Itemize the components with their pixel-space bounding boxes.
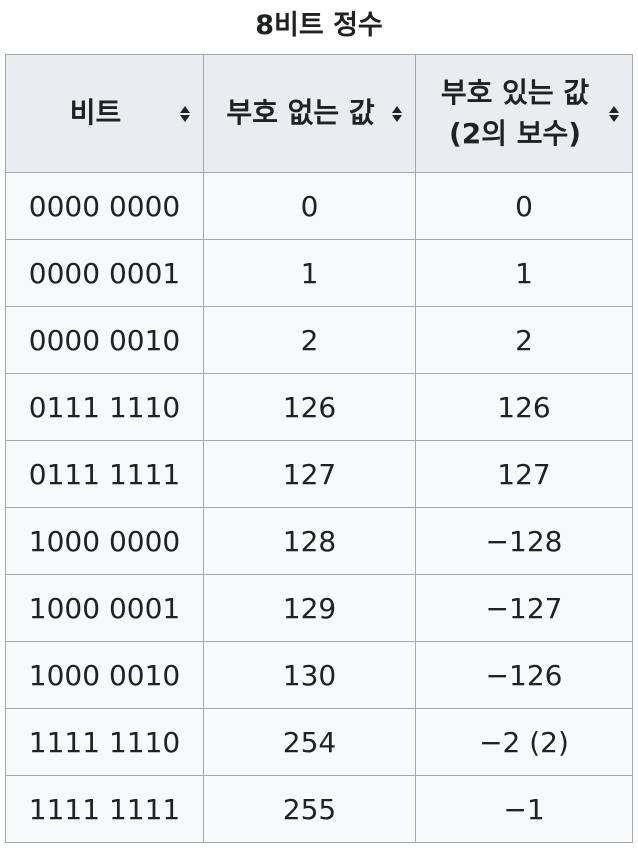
cell-bits: 1111 1111 bbox=[5, 775, 204, 843]
header-row: 비트 부호 없는 값 부호 있는 값 (2의 bbox=[5, 54, 633, 173]
cell-signed: −128 bbox=[415, 507, 633, 575]
cell-bits: 1111 1110 bbox=[5, 708, 204, 776]
sort-icon[interactable] bbox=[608, 105, 620, 123]
table-row: 0000 0010 2 2 bbox=[5, 306, 633, 374]
cell-signed: −1 bbox=[415, 775, 633, 843]
cell-bits: 1000 0010 bbox=[5, 641, 204, 709]
header-signed-label: 부호 있는 값 (2의 보수) bbox=[416, 73, 632, 154]
table-caption: 8비트 정수 bbox=[255, 10, 383, 41]
header-bits-label: 비트 bbox=[69, 96, 122, 130]
table-row: 0000 0000 0 0 bbox=[5, 172, 633, 240]
header-bits[interactable]: 비트 bbox=[5, 54, 204, 173]
cell-unsigned: 130 bbox=[203, 641, 416, 709]
integer-table: 비트 부호 없는 값 부호 있는 값 (2의 bbox=[5, 54, 633, 843]
table-row: 0000 0001 1 1 bbox=[5, 239, 633, 307]
cell-signed: −2 (2) bbox=[415, 708, 633, 776]
cell-signed: 126 bbox=[415, 373, 633, 441]
cell-signed: 127 bbox=[415, 440, 633, 508]
cell-unsigned: 2 bbox=[203, 306, 416, 374]
sort-icon[interactable] bbox=[391, 105, 403, 123]
cell-bits: 0111 1110 bbox=[5, 373, 204, 441]
cell-bits: 0000 0000 bbox=[5, 172, 204, 240]
cell-signed: 1 bbox=[415, 239, 633, 307]
cell-unsigned: 128 bbox=[203, 507, 416, 575]
header-signed-line2: (2의 보수) bbox=[448, 116, 582, 150]
cell-signed: −126 bbox=[415, 641, 633, 709]
table-row: 0111 1111 127 127 bbox=[5, 440, 633, 508]
header-signed[interactable]: 부호 있는 값 (2의 보수) bbox=[415, 54, 633, 173]
cell-signed: 2 bbox=[415, 306, 633, 374]
cell-signed: 0 bbox=[415, 172, 633, 240]
table-row: 0111 1110 126 126 bbox=[5, 373, 633, 441]
cell-bits: 0111 1111 bbox=[5, 440, 204, 508]
cell-unsigned: 126 bbox=[203, 373, 416, 441]
cell-unsigned: 254 bbox=[203, 708, 416, 776]
cell-bits: 1000 0000 bbox=[5, 507, 204, 575]
header-signed-line1: 부호 있는 값 bbox=[440, 75, 590, 109]
cell-bits: 0000 0010 bbox=[5, 306, 204, 374]
cell-unsigned: 1 bbox=[203, 239, 416, 307]
table-row: 1000 0000 128 −128 bbox=[5, 507, 633, 575]
table-row: 1111 1111 255 −1 bbox=[5, 775, 633, 843]
table-row: 1111 1110 254 −2 (2) bbox=[5, 708, 633, 776]
cell-bits: 1000 0001 bbox=[5, 574, 204, 642]
cell-unsigned: 129 bbox=[203, 574, 416, 642]
cell-signed: −127 bbox=[415, 574, 633, 642]
cell-unsigned: 0 bbox=[203, 172, 416, 240]
cell-unsigned: 255 bbox=[203, 775, 416, 843]
cell-unsigned: 127 bbox=[203, 440, 416, 508]
header-unsigned[interactable]: 부호 없는 값 bbox=[203, 54, 416, 173]
table-row: 1000 0010 130 −126 bbox=[5, 641, 633, 709]
cell-bits: 0000 0001 bbox=[5, 239, 204, 307]
sort-icon[interactable] bbox=[179, 105, 191, 123]
header-unsigned-label: 부호 없는 값 bbox=[226, 96, 375, 130]
table-row: 1000 0001 129 −127 bbox=[5, 574, 633, 642]
